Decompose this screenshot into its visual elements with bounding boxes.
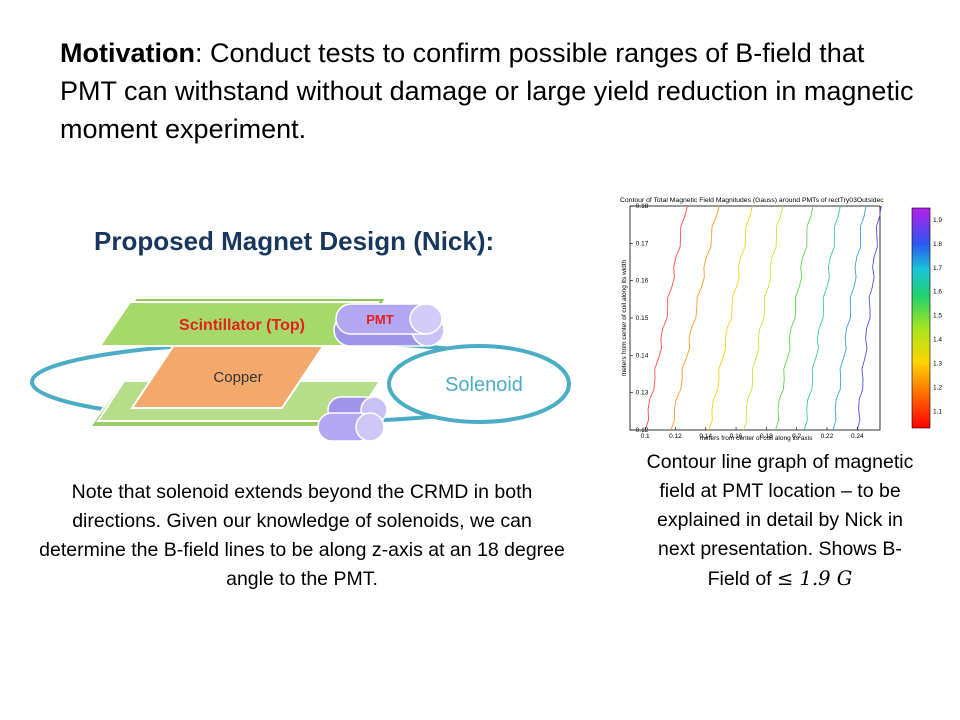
contour-line-1.3 [708, 205, 753, 431]
y-tick-label: 0.16 [636, 278, 649, 285]
y-tick-labels: 0.12 0.13 0.14 0.15 0.16 0.17 0.18 [630, 203, 649, 434]
motivation-paragraph: Motivation: Conduct tests to confirm pos… [60, 34, 920, 148]
contour-line-1.4 [743, 205, 784, 431]
contour-caption: Contour line graph of magnetic field at … [640, 448, 920, 594]
colorbar-tick-label: 1.8 [933, 241, 942, 248]
colorbar-tick-label: 1.2 [933, 384, 942, 391]
solenoid-note: Note that solenoid extends beyond the CR… [39, 481, 565, 590]
x-tick-label: 0.14 [699, 433, 712, 440]
motivation-text: : Conduct tests to confirm possible rang… [60, 38, 914, 144]
contour-line-1.6 [803, 205, 841, 431]
x-axis-label: meters from center of coil along its axi… [700, 435, 813, 442]
contour-line-1.2 [670, 205, 720, 431]
contour-line-1.5 [775, 205, 814, 431]
x-tick-label: 0.1 [641, 433, 650, 440]
motivation-label: Motivation [60, 38, 195, 68]
colorbar-tick-label: 1.5 [933, 313, 942, 320]
colorbar-tick-label: 1.3 [933, 360, 942, 367]
x-tick-label: 0.2 [792, 433, 801, 440]
y-tick-label: 0.14 [636, 352, 649, 359]
y-tick-label: 0.15 [636, 315, 649, 322]
x-tick-label: 0.16 [730, 433, 743, 440]
caption-text: Contour line graph of magnetic field at … [646, 451, 914, 590]
pmt-bottom [317, 396, 388, 442]
x-tick-labels: 0.1 0.12 0.14 0.16 0.18 0.2 0.22 0.24 [641, 427, 864, 440]
x-tick-label: 0.22 [821, 433, 834, 440]
y-axis-label: meters from center of coil along its wid… [621, 259, 628, 376]
pmt-label: PMT [366, 312, 394, 327]
colorbar-tick-label: 1.6 [933, 289, 942, 296]
contour-line-1.8 [856, 205, 882, 431]
y-tick-label: 0.18 [636, 203, 649, 210]
contour-plot: Contour of Total Magnetic Field Magnitud… [620, 197, 942, 442]
copper-label: Copper [213, 369, 262, 386]
colorbar-tick-label: 1.4 [933, 337, 942, 344]
x-tick-label: 0.12 [669, 433, 682, 440]
colorbar-tick-label: 1.9 [933, 217, 942, 224]
colorbar: 1.1 1.2 1.3 1.4 1.5 1.6 1.7 1.8 1.9 [911, 207, 942, 429]
y-tick-label: 0.12 [636, 427, 649, 434]
colorbar-tick-label: 1.1 [933, 408, 942, 415]
contour-line-1.7 [832, 205, 867, 431]
contour-lines [644, 205, 882, 431]
x-tick-label: 0.18 [760, 433, 773, 440]
colorbar-gradient [911, 207, 931, 429]
x-tick-label: 0.24 [851, 433, 864, 440]
y-tick-label: 0.13 [636, 390, 649, 397]
solenoid-front [387, 344, 571, 424]
pmt-top [333, 303, 445, 347]
scintillator-label: Scintillator (Top) [179, 317, 305, 334]
chart-title: Contour of Total Magnetic Field Magnitud… [620, 197, 884, 204]
contour-line-1.1 [644, 205, 688, 431]
plot-area [629, 205, 881, 431]
design-title: Proposed Magnet Design (Nick): [94, 226, 495, 256]
y-tick-label: 0.17 [636, 240, 649, 247]
magnet-design-diagram: Copper Scintillator (Top) PMT Solenoid [30, 297, 571, 442]
solenoid-label: Solenoid [445, 374, 523, 396]
colorbar-tick-label: 1.7 [933, 265, 942, 272]
caption-math: ≤ 1.9 G [777, 567, 853, 590]
